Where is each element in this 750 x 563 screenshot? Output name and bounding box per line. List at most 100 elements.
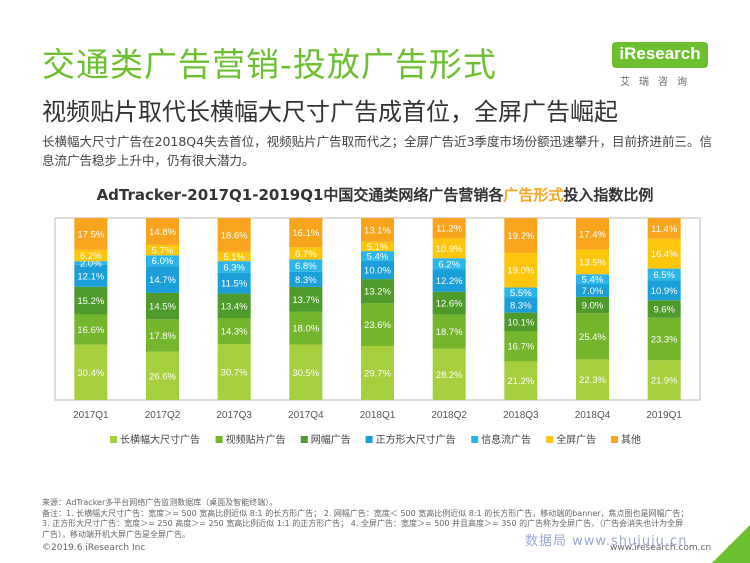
data-label: 11.4% bbox=[651, 224, 678, 235]
bar-segment bbox=[504, 331, 538, 362]
data-label: 10.0% bbox=[364, 266, 391, 277]
data-label: 25.4% bbox=[579, 332, 606, 343]
bar-segment bbox=[504, 252, 538, 288]
bar-segment bbox=[289, 247, 323, 260]
data-label: 30.4% bbox=[77, 368, 104, 379]
data-label: 30.5% bbox=[292, 368, 319, 379]
bar-segment bbox=[504, 361, 538, 400]
bar-segment bbox=[289, 286, 323, 312]
chart-title-prefix: AdTracker-2017Q1-2019Q1中国交通类网络广告营销各 bbox=[96, 186, 504, 204]
data-label: 30.7% bbox=[221, 368, 248, 379]
x-tick-label: 2017Q1 bbox=[73, 410, 109, 421]
bar-segment bbox=[361, 251, 394, 261]
data-label: 14.8% bbox=[149, 227, 176, 238]
data-label: 16.7% bbox=[507, 342, 534, 353]
data-label: 6.0% bbox=[152, 256, 174, 267]
footnote: 来源：AdTracker多平台网络广告监测数据库（桌面及智能终端）。 备注：1. … bbox=[42, 498, 712, 540]
data-label: 19.2% bbox=[507, 231, 534, 242]
data-label: 7.0% bbox=[582, 286, 604, 297]
data-label: 6.2% bbox=[80, 251, 102, 262]
legend-label: 长横幅大尺寸广告 bbox=[120, 433, 200, 446]
bar-segment bbox=[432, 269, 466, 292]
bar-segment bbox=[361, 241, 394, 252]
bar-segment bbox=[432, 218, 466, 239]
x-tick-label: 2017Q4 bbox=[288, 410, 324, 421]
bar-segment bbox=[217, 344, 251, 400]
legend-swatch bbox=[365, 436, 373, 443]
bar-segment bbox=[647, 268, 681, 281]
logo-badge bbox=[612, 42, 708, 68]
bar-segment bbox=[432, 238, 466, 259]
chart-title: AdTracker-2017Q1-2019Q1中国交通类网络广告营销各广告形式投… bbox=[0, 184, 750, 205]
data-label: 6.5% bbox=[653, 270, 675, 281]
legend-swatch bbox=[300, 436, 308, 443]
data-label: 14.5% bbox=[149, 302, 176, 313]
bar-segment bbox=[74, 249, 108, 262]
data-label: 12.2% bbox=[436, 276, 463, 287]
data-label: 10.1% bbox=[507, 317, 534, 328]
data-label: 17.8% bbox=[149, 331, 176, 342]
data-label: 13.4% bbox=[221, 301, 248, 312]
legend-swatch bbox=[110, 436, 117, 443]
bar-segment bbox=[432, 348, 466, 400]
footnote-line: 来源：AdTracker多平台网络广告监测数据库（桌面及智能终端）。 bbox=[42, 498, 278, 507]
bar-segment bbox=[361, 346, 394, 400]
legend-label: 其他 bbox=[621, 433, 641, 446]
bar-segment bbox=[74, 218, 108, 250]
bar-segment bbox=[289, 259, 323, 272]
data-label: 5.4% bbox=[582, 275, 604, 286]
data-label: 13.5% bbox=[579, 257, 606, 268]
bar-segment bbox=[647, 280, 681, 301]
data-label: 12.6% bbox=[436, 299, 463, 310]
stacked-bar-chart: 30.4%16.6%15.2%12.1%2.0%6.2%17.5%2017Q12… bbox=[54, 217, 701, 446]
data-label: 6.2% bbox=[438, 259, 460, 270]
x-tick-label: 2017Q3 bbox=[216, 410, 252, 421]
bar-segment bbox=[432, 291, 466, 315]
data-label: 16.4% bbox=[651, 249, 678, 260]
data-label: 21.2% bbox=[507, 376, 534, 387]
bar-segment bbox=[74, 264, 108, 287]
data-label: 18.7% bbox=[436, 327, 463, 338]
bar-segment bbox=[647, 300, 681, 318]
x-tick-label: 2017Q2 bbox=[145, 410, 181, 421]
bar-segment bbox=[217, 293, 251, 319]
bar-segment bbox=[289, 311, 323, 345]
data-label: 5.4% bbox=[367, 252, 389, 263]
legend-label: 视频贴片广告 bbox=[226, 433, 286, 446]
data-label: 14.7% bbox=[149, 275, 176, 286]
page-description: 长横幅大尺寸广告在2018Q4失去首位，视频贴片广告取而代之；全屏广告近3季度市… bbox=[42, 134, 713, 168]
data-label: 13.2% bbox=[364, 287, 391, 298]
data-label: 6.7% bbox=[295, 249, 317, 260]
x-tick-label: 2018Q2 bbox=[431, 410, 467, 421]
bar-segment bbox=[146, 292, 179, 320]
data-label: 26.6% bbox=[149, 371, 176, 382]
data-label: 2.0% bbox=[80, 258, 102, 269]
data-label: 12.1% bbox=[77, 271, 104, 282]
bar-segment bbox=[647, 238, 681, 269]
data-label: 13.1% bbox=[364, 225, 391, 236]
logo-subtitle: 艾瑞咨询 bbox=[620, 77, 696, 88]
bar-segment bbox=[289, 271, 323, 287]
chart-title-suffix: 投入指数比例 bbox=[563, 186, 654, 204]
bar-segment bbox=[361, 260, 394, 280]
bar-segment bbox=[217, 318, 251, 345]
bar-segment bbox=[576, 218, 609, 250]
bar-segment bbox=[289, 218, 323, 248]
bar-segment bbox=[74, 261, 108, 265]
page-subtitle: 视频贴片取代长横幅大尺寸广告成首位，全屏广告崛起 bbox=[42, 98, 618, 126]
data-label: 18.6% bbox=[221, 230, 248, 241]
data-label: 10.9% bbox=[651, 286, 678, 297]
bar-segment bbox=[146, 319, 179, 352]
data-label: 5.1% bbox=[367, 242, 389, 253]
legend-label: 正方形大尺寸广告 bbox=[376, 433, 456, 446]
watermark: 数据局 www.shujuju.cn bbox=[525, 534, 688, 549]
bar-segment bbox=[576, 296, 609, 314]
iresearch-logo: iResearch 艾瑞咨询 bbox=[612, 42, 708, 88]
bar-segment bbox=[146, 218, 179, 245]
bar-segment bbox=[217, 251, 251, 262]
x-tick-label: 2018Q3 bbox=[503, 410, 539, 421]
page-title: 交通类广告营销-投放广告形式 bbox=[42, 45, 497, 84]
data-label: 8.3% bbox=[510, 301, 532, 312]
logo-text: iResearch bbox=[619, 44, 701, 63]
data-label: 13.7% bbox=[292, 295, 319, 306]
